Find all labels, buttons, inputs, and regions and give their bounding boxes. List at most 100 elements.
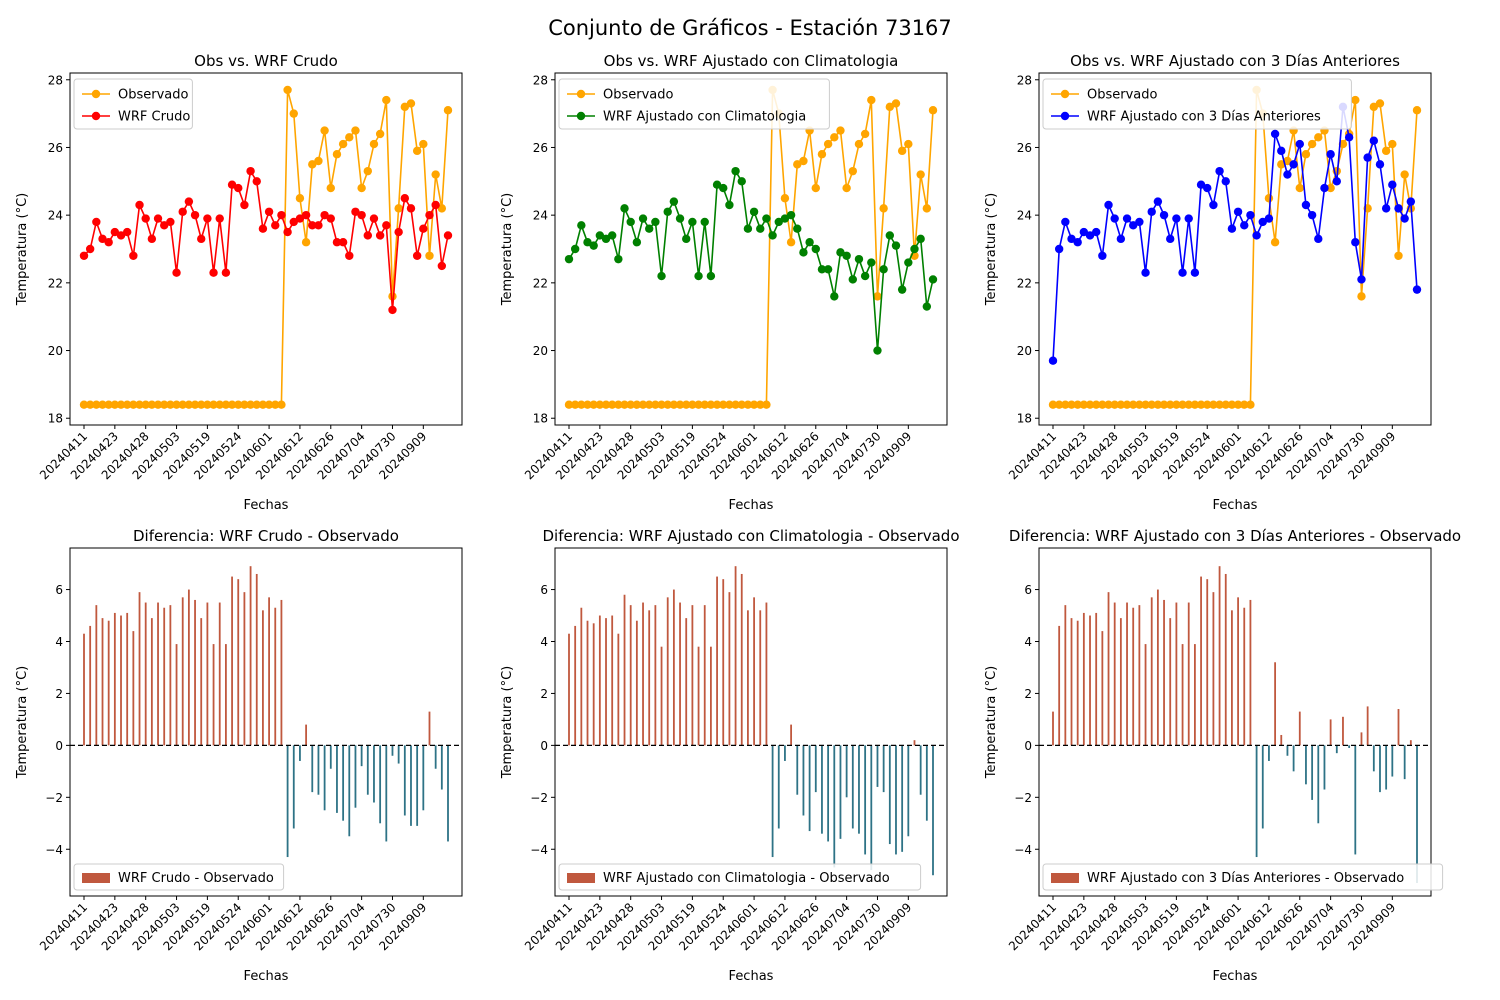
diff-bar — [1274, 662, 1277, 746]
diff-bar — [360, 745, 363, 767]
data-point-crudo — [431, 200, 440, 210]
data-point-crudo — [412, 251, 422, 260]
figure-suptitle: Conjunto de Gráficos - Estación 73167 — [548, 16, 952, 40]
diff-bar — [722, 579, 725, 746]
diff-bar — [1379, 745, 1381, 793]
diff-bar — [212, 644, 215, 746]
data-point-crudo — [400, 194, 410, 203]
data-point-dias3 — [1412, 285, 1422, 294]
data-point-observado — [197, 400, 206, 409]
data-point-dias3 — [1314, 234, 1323, 244]
data-point-clima — [706, 271, 716, 281]
data-point-observado — [1227, 400, 1237, 409]
data-point-crudo — [388, 305, 397, 315]
data-point-crudo — [209, 268, 218, 277]
axes-frame — [69, 547, 463, 897]
data-point-dias3 — [1166, 234, 1175, 244]
diff-bar — [262, 610, 264, 746]
y-tick-label: 18 — [1017, 412, 1032, 426]
data-point-crudo — [308, 221, 317, 230]
data-point-clima — [719, 183, 728, 193]
data-point-crudo — [98, 234, 107, 244]
data-point-dias3 — [1122, 214, 1132, 223]
diff-bar — [1169, 618, 1172, 746]
data-point-dias3 — [1406, 197, 1416, 206]
data-point-observado — [85, 400, 95, 409]
data-point-observado — [1388, 139, 1397, 149]
data-point-crudo — [153, 214, 163, 223]
data-point-observado — [583, 400, 592, 409]
data-point-observado — [271, 400, 280, 409]
data-point-dias3 — [1215, 166, 1224, 176]
y-tick-label: 6 — [1024, 583, 1032, 597]
diff-bar — [120, 615, 122, 746]
legend-box — [1042, 863, 1444, 891]
diff-bar — [821, 745, 823, 834]
data-point-crudo — [425, 210, 434, 220]
diff-bar — [592, 623, 595, 746]
data-point-observado — [338, 139, 348, 149]
data-point-dias3 — [1190, 268, 1200, 277]
data-point-crudo — [301, 210, 311, 220]
data-point-dias3 — [1141, 268, 1150, 277]
data-point-crudo — [190, 210, 200, 220]
data-point-observado — [110, 400, 120, 409]
x-axis-label: Fechas — [729, 969, 774, 984]
legend-marker — [91, 89, 101, 99]
y-tick-label: 28 — [48, 73, 63, 87]
data-point-observado — [1135, 400, 1144, 409]
data-point-crudo — [419, 224, 428, 233]
data-point-observado — [897, 146, 907, 156]
data-point-observado — [190, 400, 200, 409]
data-point-clima — [885, 231, 895, 240]
diff-bar — [329, 745, 332, 769]
data-point-clima — [583, 238, 592, 247]
diff-bar — [243, 592, 246, 746]
data-point-dias3 — [1277, 146, 1286, 156]
diff-bar — [150, 618, 153, 746]
diff-bar — [574, 625, 577, 746]
diff-bar — [586, 620, 589, 746]
diff-bar — [716, 576, 718, 746]
legend-swatch — [1051, 873, 1079, 883]
data-point-crudo — [277, 210, 286, 220]
data-point-clima — [694, 271, 703, 281]
diff-bar — [403, 745, 406, 816]
data-point-observado — [301, 238, 311, 247]
data-point-observado — [357, 183, 366, 193]
data-point-observado — [922, 204, 932, 213]
data-point-observado — [830, 133, 839, 142]
data-point-crudo — [351, 207, 360, 216]
data-point-clima — [595, 231, 605, 240]
data-point-observado — [873, 292, 882, 301]
data-point-crudo — [443, 231, 453, 240]
data-point-observado — [589, 400, 598, 409]
data-point-observado — [1166, 400, 1175, 409]
data-point-observado — [382, 95, 391, 105]
y-tick-label: 0 — [540, 739, 548, 753]
data-point-clima — [725, 200, 734, 210]
data-point-observado — [1375, 99, 1385, 108]
data-point-observado — [1178, 400, 1187, 409]
chart-panel-1: Obs vs. WRF Crudo18202224262820240411202… — [15, 52, 463, 513]
data-point-observado — [252, 400, 261, 409]
diff-bar — [1052, 711, 1054, 746]
data-point-dias3 — [1394, 204, 1403, 213]
data-point-crudo — [406, 204, 416, 213]
diff-bar — [385, 745, 388, 842]
data-point-crudo — [326, 214, 335, 223]
diff-bar — [1360, 732, 1363, 746]
diff-bar — [157, 602, 159, 746]
data-point-observado — [122, 400, 132, 409]
data-point-observado — [1153, 400, 1163, 409]
data-point-clima — [564, 254, 574, 264]
data-point-observado — [607, 400, 617, 409]
chart-panel-2: Obs vs. WRF Ajustado con Climatologia 18 2… — [500, 52, 948, 513]
data-point-observado — [601, 400, 611, 409]
diff-bar — [932, 745, 934, 876]
legend-marker — [1060, 89, 1070, 99]
diff-bar — [882, 745, 885, 793]
diff-bar — [397, 745, 400, 764]
data-point-observado — [375, 129, 385, 139]
